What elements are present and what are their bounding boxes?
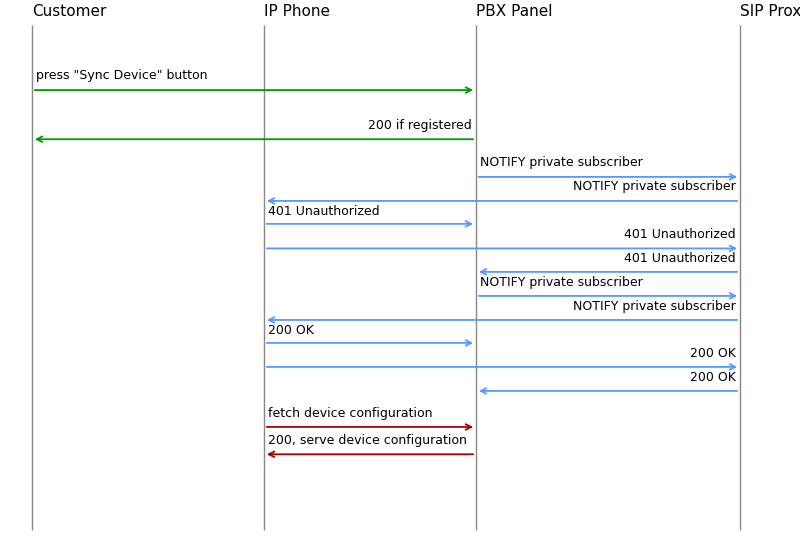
Text: press "Sync Device" button: press "Sync Device" button [36,69,207,82]
Text: fetch device configuration: fetch device configuration [268,407,433,420]
Text: 200 OK: 200 OK [268,324,314,337]
Text: 401 Unauthorized: 401 Unauthorized [624,228,736,241]
Text: NOTIFY private subscriber: NOTIFY private subscriber [574,300,736,313]
Text: IP Phone: IP Phone [264,4,330,19]
Text: 200 OK: 200 OK [690,371,736,384]
Text: 200, serve device configuration: 200, serve device configuration [268,434,467,447]
Text: 401 Unauthorized: 401 Unauthorized [624,252,736,265]
Text: Customer: Customer [32,4,106,19]
Text: NOTIFY private subscriber: NOTIFY private subscriber [480,276,642,289]
Text: 401 Unauthorized: 401 Unauthorized [268,205,380,218]
Text: SIP Proxy: SIP Proxy [740,4,800,19]
Text: 200 if registered: 200 if registered [368,119,472,132]
Text: 200 OK: 200 OK [690,347,736,360]
Text: NOTIFY private subscriber: NOTIFY private subscriber [574,180,736,193]
Text: NOTIFY private subscriber: NOTIFY private subscriber [480,156,642,169]
Text: PBX Panel: PBX Panel [476,4,553,19]
